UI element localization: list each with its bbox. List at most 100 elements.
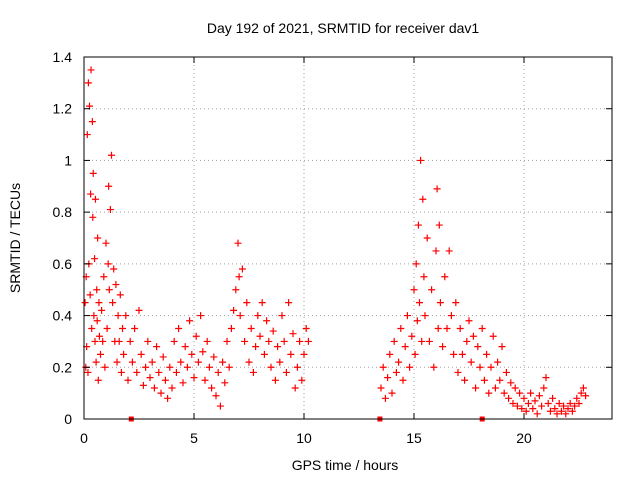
y-tick-label: 0.8 <box>53 204 73 220</box>
data-point <box>103 325 111 332</box>
data-point <box>192 332 200 340</box>
data-point <box>287 350 295 358</box>
data-point <box>179 379 187 387</box>
data-point <box>434 325 442 332</box>
data-point <box>230 306 238 314</box>
data-point <box>106 206 114 214</box>
data-point <box>170 337 178 345</box>
data-point <box>566 399 574 407</box>
data-point <box>122 312 130 320</box>
data-point <box>518 405 526 413</box>
data-point <box>142 363 150 371</box>
data-point <box>496 376 504 384</box>
data-point <box>511 384 519 392</box>
y-tick-label: 1.4 <box>53 49 73 65</box>
data-point <box>128 358 136 366</box>
data-point <box>225 363 233 371</box>
data-point <box>181 343 189 351</box>
data-point <box>540 384 548 392</box>
data-point <box>296 337 304 345</box>
data-point <box>112 281 120 289</box>
data-point <box>87 190 95 198</box>
data-point <box>83 131 91 139</box>
y-axis-label: SRMTID / TECUs <box>7 183 23 293</box>
data-point <box>487 363 495 371</box>
data-point <box>238 265 246 273</box>
data-point <box>89 213 97 221</box>
data-point <box>216 402 224 410</box>
data-point <box>260 350 268 358</box>
data-point <box>384 374 392 382</box>
chart-title: Day 192 of 2021, SRMTID for receiver dav… <box>207 20 480 36</box>
data-point <box>491 384 499 392</box>
data-point <box>577 389 585 397</box>
data-point <box>298 376 306 384</box>
data-point <box>153 343 161 351</box>
data-point <box>575 399 583 407</box>
data-point <box>161 376 169 384</box>
data-point <box>467 358 475 366</box>
data-point <box>483 350 491 358</box>
data-point <box>101 363 109 371</box>
data-point <box>115 337 123 345</box>
data-point <box>432 247 440 255</box>
axis-ticks <box>83 56 612 420</box>
data-point <box>243 299 251 307</box>
data-point <box>430 363 438 371</box>
data-point <box>535 392 543 400</box>
data-point <box>93 317 101 325</box>
data-point <box>397 325 405 332</box>
data-point <box>267 363 275 371</box>
data-point <box>108 151 115 159</box>
data-point <box>469 332 477 340</box>
data-point <box>465 317 473 325</box>
data-point <box>458 350 466 358</box>
data-point <box>412 260 420 268</box>
data-point <box>445 247 453 255</box>
data-point <box>86 291 94 299</box>
data-point <box>447 312 455 320</box>
data-point <box>463 337 471 345</box>
data-point <box>276 358 284 366</box>
data-point <box>516 389 524 397</box>
data-point <box>304 337 312 345</box>
data-point <box>480 376 488 384</box>
data-point <box>505 394 513 402</box>
data-point <box>81 299 89 307</box>
y-tick-label: 0 <box>64 411 72 427</box>
data-point <box>235 273 243 281</box>
data-point <box>245 358 253 366</box>
data-point <box>420 273 428 281</box>
data-point <box>571 402 579 410</box>
data-point <box>91 195 99 203</box>
data-point <box>425 337 433 345</box>
data-point <box>278 312 286 320</box>
data-point <box>573 394 581 402</box>
data-point <box>274 343 282 351</box>
data-point <box>476 363 484 371</box>
data-point <box>91 337 99 345</box>
data-point <box>126 337 134 345</box>
data-point <box>223 337 231 345</box>
data-point <box>252 343 260 351</box>
plot-frame <box>83 56 613 420</box>
data-point <box>105 182 113 190</box>
data-point <box>555 399 563 407</box>
data-point <box>214 368 222 376</box>
data-point <box>542 374 550 382</box>
data-point <box>269 327 277 335</box>
y-tick-label: 0.4 <box>53 308 73 324</box>
data-point <box>247 325 255 332</box>
data-point <box>146 374 154 382</box>
x-tick-label: 10 <box>296 430 312 446</box>
data-point <box>282 368 290 376</box>
data-point <box>197 312 205 320</box>
data-point <box>199 348 207 356</box>
data-point <box>93 286 101 294</box>
data-point <box>417 156 425 164</box>
data-point <box>485 389 493 397</box>
data-point <box>105 286 113 294</box>
data-point <box>560 402 568 410</box>
data-point <box>241 337 249 345</box>
data-point <box>144 337 152 345</box>
